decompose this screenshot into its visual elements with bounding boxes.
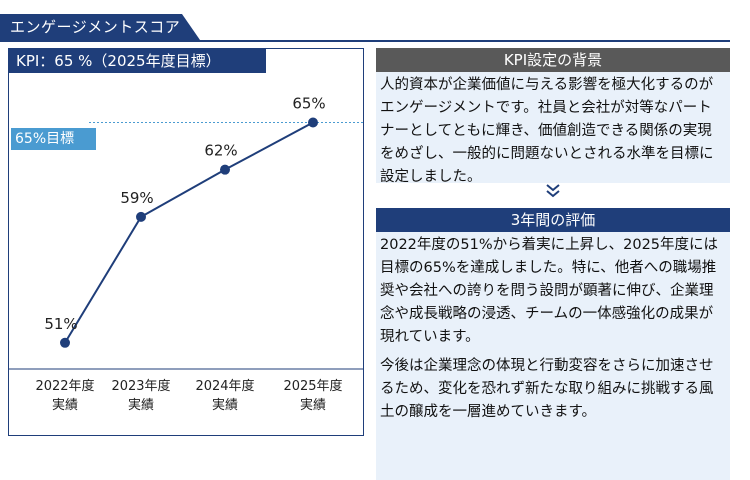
data-label: 62% [204, 142, 237, 160]
evaluation-paragraph-1: 2022年度の51%から着実に上昇し、2025年度には目標の65%を達成しました… [380, 237, 719, 345]
target-tag: 65%目標 [11, 128, 96, 150]
x-tick-label-line: 実績 [211, 398, 238, 413]
evaluation-heading: 3年間の評価 [376, 208, 730, 232]
kpi-title: KPI：65 %（2025年度目標） [9, 49, 266, 73]
data-point [220, 164, 230, 175]
x-tick-label: 2022年度 実績 [25, 377, 105, 415]
header-band [0, 14, 200, 40]
x-tick-label-line: 実績 [299, 398, 326, 413]
data-point [136, 211, 146, 222]
background-text: 人的資本が企業価値に与える影響を極大化するのがエンゲージメントです。社員と会社が… [380, 77, 714, 185]
data-label: 65% [292, 94, 325, 112]
header-divider [0, 40, 730, 42]
page-title: エンゲージメントスコア [10, 18, 181, 36]
x-tick-label-line: 2024年度 [195, 379, 255, 394]
data-point [60, 337, 70, 348]
chevron-down-icon [546, 184, 560, 198]
data-point [308, 117, 318, 128]
background-text-box: 人的資本が企業価値に与える影響を極大化するのがエンゲージメントです。社員と会社が… [376, 72, 730, 185]
line-chart: 51% 59% 62% 65% [9, 94, 363, 370]
evaluation-text-box: 2022年度の51%から着実に上昇し、2025年度には目標の65%を達成しました… [376, 232, 730, 480]
x-tick-label: 2025年度 実績 [273, 377, 353, 415]
x-tick-label: 2023年度 実績 [101, 377, 181, 415]
x-tick-label: 2024年度 実績 [185, 377, 265, 415]
x-tick-label-line: 2025年度 [283, 379, 343, 394]
x-tick-label-line: 2023年度 [111, 379, 171, 394]
x-tick-label-line: 実績 [127, 398, 154, 413]
data-label: 59% [120, 189, 153, 207]
series-line [64, 121, 314, 344]
background-heading: KPI設定の背景 [376, 48, 730, 72]
data-label: 51% [44, 315, 77, 333]
x-tick-label-line: 実績 [51, 398, 78, 413]
kpi-chart-panel: 51% 59% 62% 65% KPI：65 %（2025年度目標） 65%目標 20… [8, 48, 364, 436]
x-tick-label-line: 2022年度 [35, 379, 95, 394]
evaluation-paragraph-2: 今後は企業理念の体現と行動変容をさらに加速させるため、変化を恐れず新たな取り組み… [380, 358, 714, 420]
